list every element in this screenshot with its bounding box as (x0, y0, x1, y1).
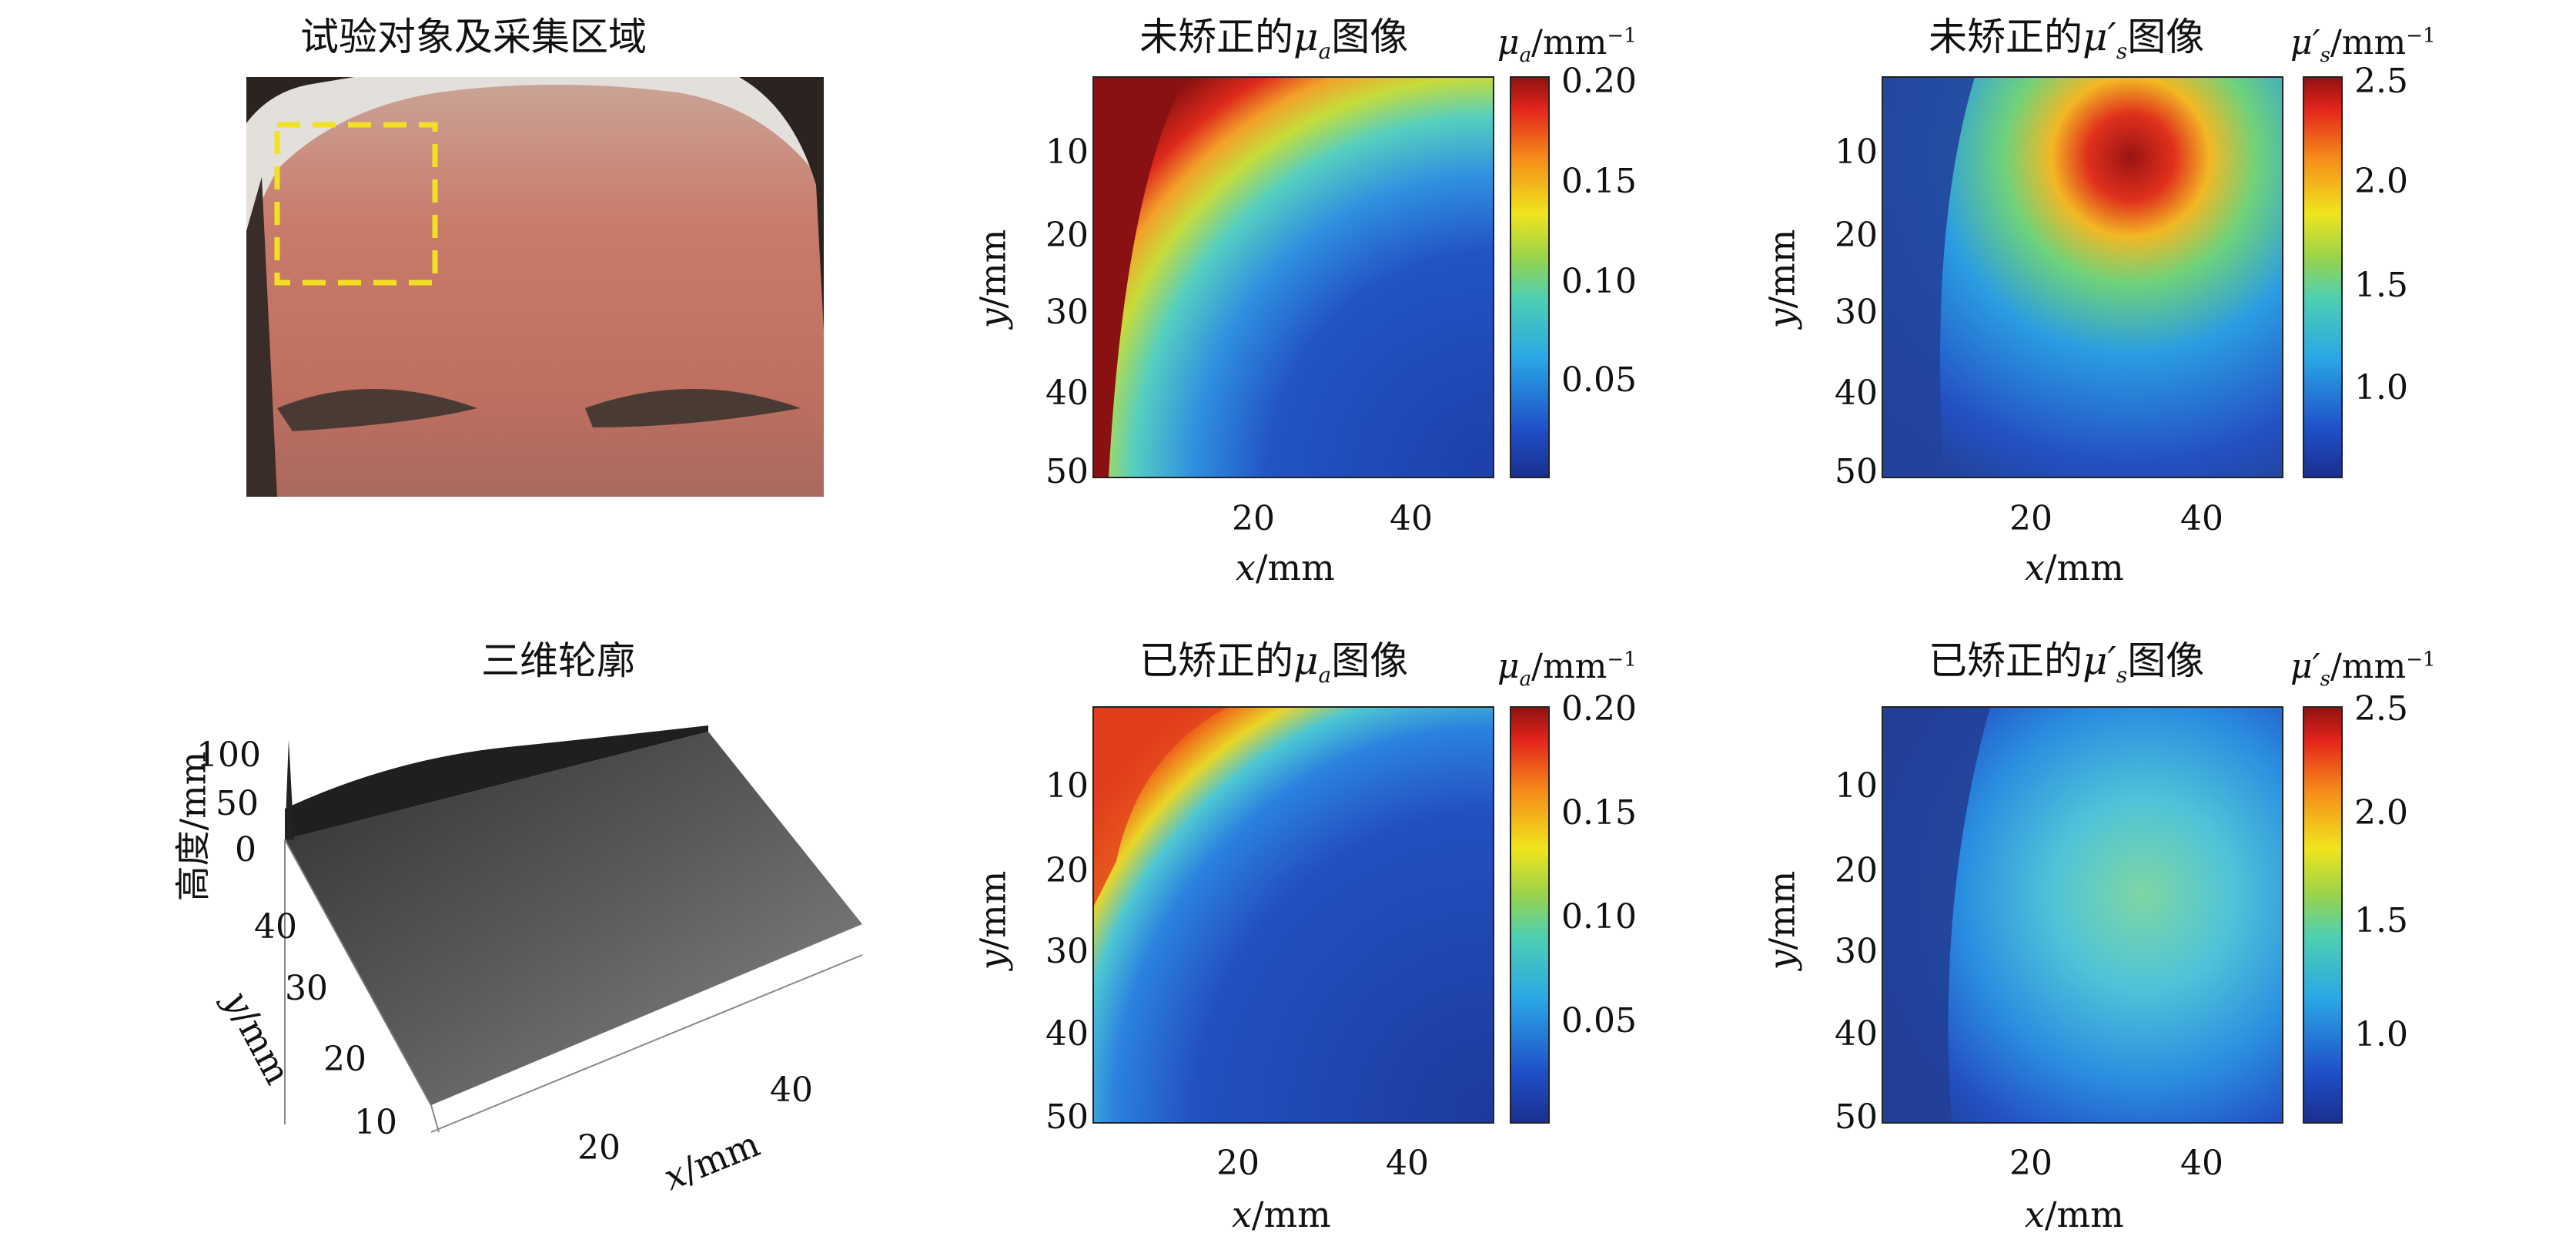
us-uncorrected-title: 未矫正的μ′s图像 (1929, 15, 2205, 64)
photo-title: 试验对象及采集区域 (300, 15, 647, 59)
x-axis-label: x/mm (1236, 547, 1335, 588)
us-corrected-title: 已矫正的μ′s图像 (1929, 638, 2205, 688)
x-axis-label: x/mm (2025, 1194, 2124, 1235)
forehead-photo (246, 77, 824, 497)
x-axis-label: x/mm (2025, 547, 2124, 588)
y-axis-label: y/mm (972, 870, 1014, 970)
selection-box (274, 122, 438, 286)
profile3d-surface (284, 725, 863, 1133)
us-uncorrected-heatmap (1882, 76, 2283, 478)
ua-colorbar-label: μa/mm−1 (1497, 647, 1637, 691)
y-axis-label: y/mm (972, 229, 1014, 329)
us-colorbar-label: μ′s/mm−1 (2290, 647, 2436, 691)
ua-corrected-heatmap (1092, 706, 1494, 1124)
ua-colorbar (1510, 706, 1550, 1124)
us-colorbar-label: μ′s/mm−1 (2290, 23, 2436, 67)
us-colorbar (2303, 76, 2343, 478)
z-axis-label: 高度/mm (172, 751, 214, 902)
ua-colorbar-label: μa/mm−1 (1497, 23, 1637, 67)
ua-colorbar (1510, 76, 1550, 478)
us-corrected-heatmap (1882, 706, 2283, 1124)
ua-corrected-title: 已矫正的μa图像 (1139, 638, 1409, 688)
ua-uncorrected-title: 未矫正的μa图像 (1139, 15, 1409, 64)
y-axis-label: y/mm (1761, 229, 1803, 329)
us-colorbar (2303, 706, 2343, 1124)
ua-uncorrected-heatmap (1092, 76, 1494, 478)
profile3d-title: 三维轮廓 (481, 638, 635, 683)
x-axis-label: x/mm (1232, 1194, 1331, 1235)
y-axis-label: y/mm (1761, 870, 1803, 970)
